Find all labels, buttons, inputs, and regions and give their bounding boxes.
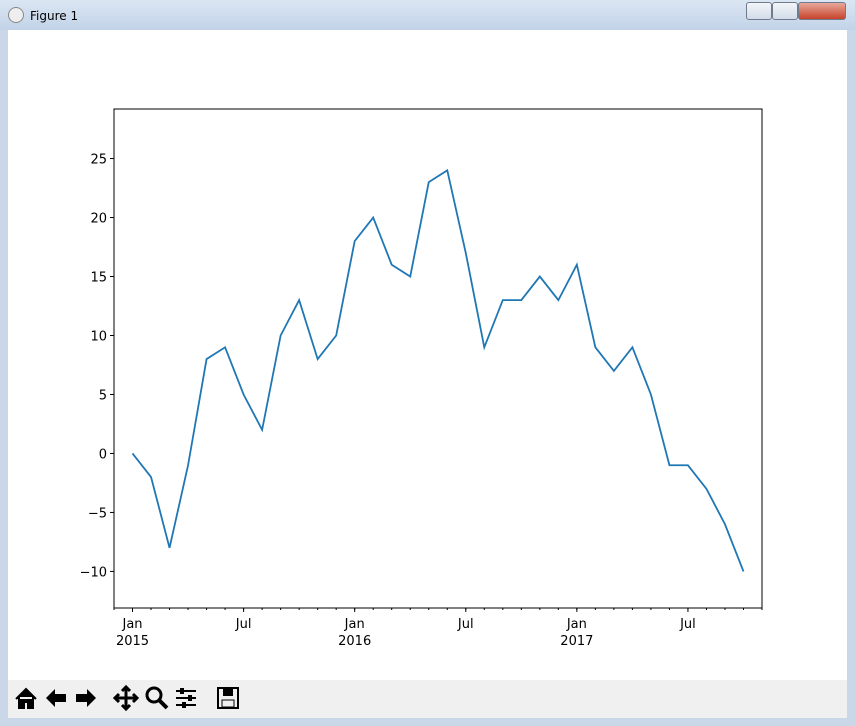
y-tick-label: 20 bbox=[90, 212, 107, 227]
window-title: Figure 1 bbox=[30, 9, 79, 23]
home-button[interactable] bbox=[12, 684, 40, 712]
forward-button[interactable] bbox=[72, 684, 100, 712]
plot-area bbox=[113, 108, 763, 609]
save-button[interactable] bbox=[214, 684, 242, 712]
y-tick-label: 5 bbox=[99, 388, 107, 403]
pan-button[interactable] bbox=[112, 684, 140, 712]
back-button[interactable] bbox=[42, 684, 70, 712]
close-button[interactable] bbox=[798, 2, 846, 20]
y-tick-label: 15 bbox=[90, 271, 107, 286]
figure-canvas: −10 −5 0 5 10 15 20 25 Jan 2015 Jul Jan 2016 Jul Jan 20… bbox=[8, 30, 847, 680]
y-tick-label: −5 bbox=[88, 506, 107, 521]
minimize-button[interactable] bbox=[746, 2, 772, 20]
title-bar: Figure 1 bbox=[0, 0, 855, 30]
x-tick-label: Jul bbox=[457, 617, 474, 632]
x-tick-label: Jul bbox=[679, 617, 696, 632]
toolbar bbox=[8, 680, 847, 718]
chart: −10 −5 0 5 10 15 20 25 Jan 2015 Jul Jan 2016 Jul Jan 20… bbox=[80, 108, 763, 649]
configure-button[interactable] bbox=[172, 684, 200, 712]
x-tick-label: Jan 2015 bbox=[116, 617, 149, 649]
data-line bbox=[131, 168, 745, 572]
y-tick-label: 10 bbox=[90, 329, 107, 344]
y-tick-label: −10 bbox=[80, 565, 107, 580]
zoom-button[interactable] bbox=[142, 684, 170, 712]
x-tick-label: Jan 2017 bbox=[560, 617, 593, 649]
x-tick-label: Jan 2016 bbox=[338, 617, 371, 649]
maximize-button[interactable] bbox=[772, 2, 798, 20]
app-icon bbox=[8, 7, 24, 23]
y-tick-label: 0 bbox=[99, 447, 107, 462]
x-tick-label: Jul bbox=[235, 617, 252, 632]
y-tick-label: 25 bbox=[90, 153, 107, 168]
